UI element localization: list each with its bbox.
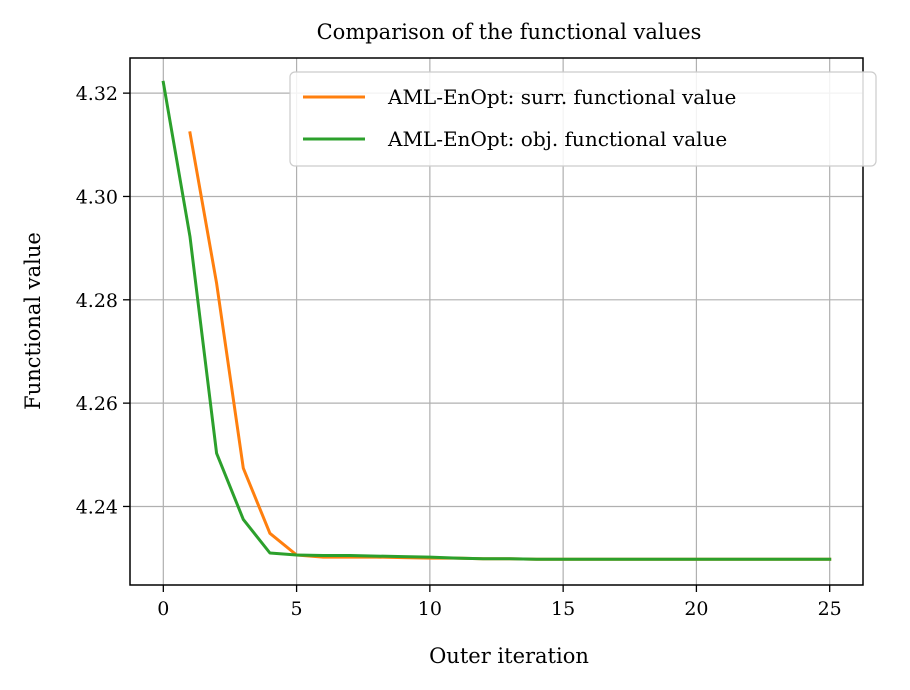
y-tick-label: 4.26 bbox=[76, 393, 118, 415]
legend-label-obj: AML-EnOpt: obj. functional value bbox=[387, 127, 727, 151]
chart-title: Comparison of the functional values bbox=[317, 20, 702, 44]
y-tick-label: 4.24 bbox=[76, 496, 118, 518]
x-axis-label: Outer iteration bbox=[429, 644, 589, 668]
x-tick-label: 5 bbox=[291, 598, 303, 620]
axis-ticks: 0 5 10 15 20 25 4.24 4.26 4.28 4.30 4.32 bbox=[76, 83, 842, 620]
y-axis-label: Functional value bbox=[21, 232, 45, 410]
legend-label-surr: AML-EnOpt: surr. functional value bbox=[387, 85, 736, 109]
series-lines bbox=[161, 80, 832, 561]
series-line-obj bbox=[161, 80, 832, 561]
x-tick-label: 20 bbox=[684, 598, 708, 620]
y-tick-label: 4.32 bbox=[76, 83, 118, 105]
x-tick-label: 25 bbox=[818, 598, 842, 620]
legend-box bbox=[289, 71, 877, 167]
y-tick-label: 4.28 bbox=[76, 290, 118, 312]
x-tick-label: 15 bbox=[551, 598, 575, 620]
x-tick-label: 10 bbox=[418, 598, 442, 620]
x-tick-label: 0 bbox=[157, 598, 169, 620]
y-tick-label: 4.30 bbox=[76, 186, 118, 208]
plot-frame bbox=[129, 57, 864, 586]
legend: AML-EnOpt: surr. functional value AML-En… bbox=[289, 71, 877, 167]
